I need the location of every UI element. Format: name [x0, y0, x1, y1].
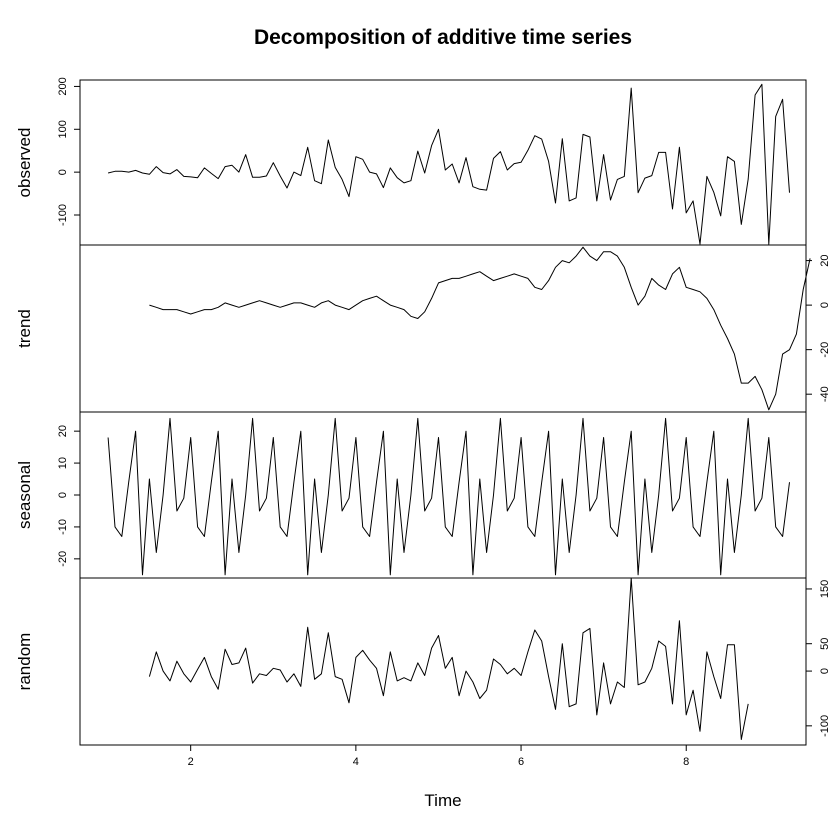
y-tick-label-random: 150	[819, 580, 831, 598]
panel-seasonal: -20 -10 0 10 20 seasonal	[15, 411, 807, 579]
y-tick-label-observed: 0	[57, 169, 69, 175]
panel-ylabel-trend: trend	[15, 309, 34, 348]
panel-frame-trend	[79, 244, 807, 413]
panel-ylabel-random: random	[15, 633, 34, 691]
x-tick-label: 6	[518, 756, 524, 768]
panel-frame-random	[79, 577, 807, 746]
series-line-trend	[149, 246, 811, 411]
panels-group: -1000100200observed-40-20020trend-20-100…	[15, 77, 831, 746]
y-tick-label-trend: 20	[819, 254, 831, 266]
y-tick-label-trend: -40	[819, 386, 831, 402]
panel-observed: -100 0 100 200 observed	[15, 77, 807, 246]
x-axis: 2 4 6 8	[188, 745, 689, 768]
y-tick-label-seasonal: 20	[57, 425, 69, 437]
y-tick-label-observed: 200	[57, 77, 69, 95]
y-tick-label-seasonal: -20	[57, 551, 69, 567]
panel-random: -100 0 50 150 random	[15, 577, 831, 746]
panel-frame-observed	[79, 79, 807, 246]
y-tick-label-trend: 0	[819, 302, 831, 308]
x-tick-label: 2	[188, 756, 194, 768]
y-tick-label-random: 0	[819, 668, 831, 674]
panel-trend: -40 -20 0 20 trend	[15, 244, 831, 413]
y-tick-label-seasonal: -10	[57, 519, 69, 535]
x-axis-label: Time	[424, 791, 461, 810]
series-line-seasonal	[107, 417, 790, 576]
panel-ylabel-seasonal: seasonal	[15, 461, 34, 529]
x-tick-label: 4	[353, 756, 359, 768]
y-tick-label-random: 50	[819, 638, 831, 650]
y-tick-label-trend: -20	[819, 342, 831, 358]
x-tick-label: 8	[683, 756, 689, 768]
chart-title: Decomposition of additive time series	[254, 26, 632, 49]
y-tick-label-seasonal: 10	[57, 457, 69, 469]
panel-ylabel-observed: observed	[15, 128, 34, 198]
y-tick-label-observed: 100	[57, 120, 69, 138]
y-tick-label-observed: -100	[57, 204, 69, 226]
y-tick-label-random: -100	[819, 715, 831, 737]
series-line-observed	[107, 83, 790, 245]
y-tick-label-seasonal: 0	[57, 492, 69, 498]
series-line-random	[148, 577, 749, 740]
